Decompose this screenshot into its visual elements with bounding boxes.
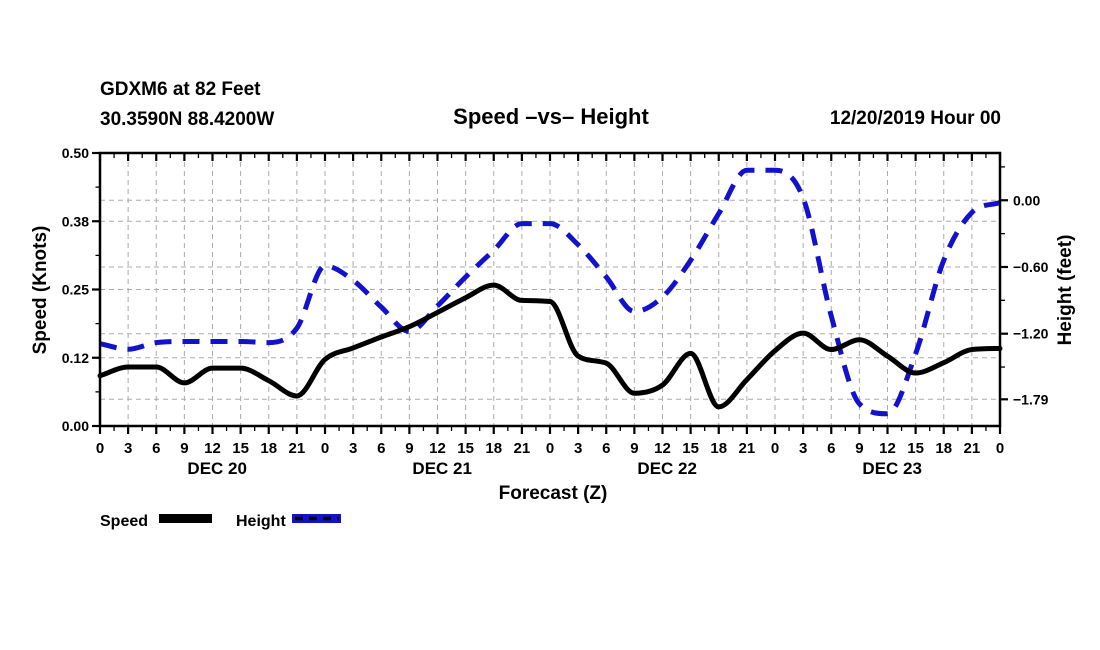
hour-tick-label: 12 <box>204 440 221 457</box>
left-tick-label: 0.50 <box>62 145 89 161</box>
hour-tick-label: 18 <box>710 440 727 457</box>
forecast-datetime: 12/20/2019 Hour 00 <box>830 108 1001 129</box>
hour-tick-label: 0 <box>321 440 329 457</box>
left-tick-label: 0.38 <box>62 213 89 229</box>
right-tick-label: 0.00 <box>1013 192 1040 208</box>
hour-tick-label: 18 <box>935 440 952 457</box>
hour-tick-label: 6 <box>827 440 835 457</box>
left-axis-label: Speed (Knots) <box>30 226 51 355</box>
x-axis-label: Forecast (Z) <box>499 483 608 504</box>
hour-tick-label: 21 <box>289 440 306 457</box>
legend-speed-swatch <box>159 514 212 523</box>
hour-tick-label: 12 <box>429 440 446 457</box>
legend-speed-label: Speed <box>100 513 148 530</box>
hour-tick-label: 9 <box>405 440 413 457</box>
left-tick-label: 0.00 <box>62 418 89 434</box>
station-coords: 30.3590N 88.4200W <box>100 109 274 130</box>
hour-tick-label: 12 <box>879 440 896 457</box>
hour-tick-label: 0 <box>996 440 1004 457</box>
right-tick-label: −1.79 <box>1013 391 1049 407</box>
hour-tick-label: 21 <box>514 440 531 457</box>
hour-tick-label: 6 <box>602 440 610 457</box>
data-curves <box>97 167 1003 417</box>
gridlines <box>100 153 1000 426</box>
hour-tick-label: 6 <box>377 440 385 457</box>
hour-tick-label: 0 <box>96 440 104 457</box>
hour-tick-label: 0 <box>771 440 779 457</box>
hour-tick-label: 18 <box>260 440 277 457</box>
hour-tick-label: 6 <box>152 440 160 457</box>
hour-tick-label: 0 <box>546 440 554 457</box>
right-tick-label: −1.20 <box>1013 326 1049 342</box>
left-tick-label: 0.25 <box>62 282 89 298</box>
hour-tick-label: 9 <box>855 440 863 457</box>
hour-tick-label: 15 <box>232 440 249 457</box>
day-label: DEC 22 <box>637 459 697 478</box>
axis-tick-labels: 0.50 0.38 0.25 0.12 0.00 0.00 −0.60 −1.20 −1.79 0… <box>62 145 1049 478</box>
hour-tick-label: 9 <box>630 440 638 457</box>
height-curve <box>99 167 1001 417</box>
day-label: DEC 20 <box>187 459 247 478</box>
hour-tick-label: 15 <box>907 440 924 457</box>
hour-tick-label: 15 <box>457 440 474 457</box>
legend-height-label: Height <box>236 513 286 530</box>
right-tick-label: −0.60 <box>1013 259 1049 275</box>
hour-tick-label: 3 <box>799 440 807 457</box>
chart-title: Speed –vs– Height <box>453 104 649 129</box>
hour-tick-label: 3 <box>574 440 582 457</box>
legend: Speed Height <box>100 513 341 530</box>
day-label: DEC 21 <box>412 459 472 478</box>
day-label: DEC 23 <box>862 459 922 478</box>
left-tick-label: 0.12 <box>62 350 89 366</box>
speed-curve <box>97 282 1003 410</box>
station-id: GDXM6 at 82 Feet <box>100 79 261 100</box>
hour-tick-label: 12 <box>654 440 671 457</box>
hour-tick-label: 21 <box>964 440 981 457</box>
hour-tick-label: 3 <box>124 440 132 457</box>
axis-ticks <box>92 151 1008 434</box>
hour-tick-label: 18 <box>485 440 502 457</box>
hour-tick-label: 9 <box>180 440 188 457</box>
hour-tick-label: 21 <box>739 440 756 457</box>
hour-tick-label: 3 <box>349 440 357 457</box>
right-axis-label: Height (feet) <box>1055 235 1076 346</box>
hour-tick-label: 15 <box>682 440 699 457</box>
